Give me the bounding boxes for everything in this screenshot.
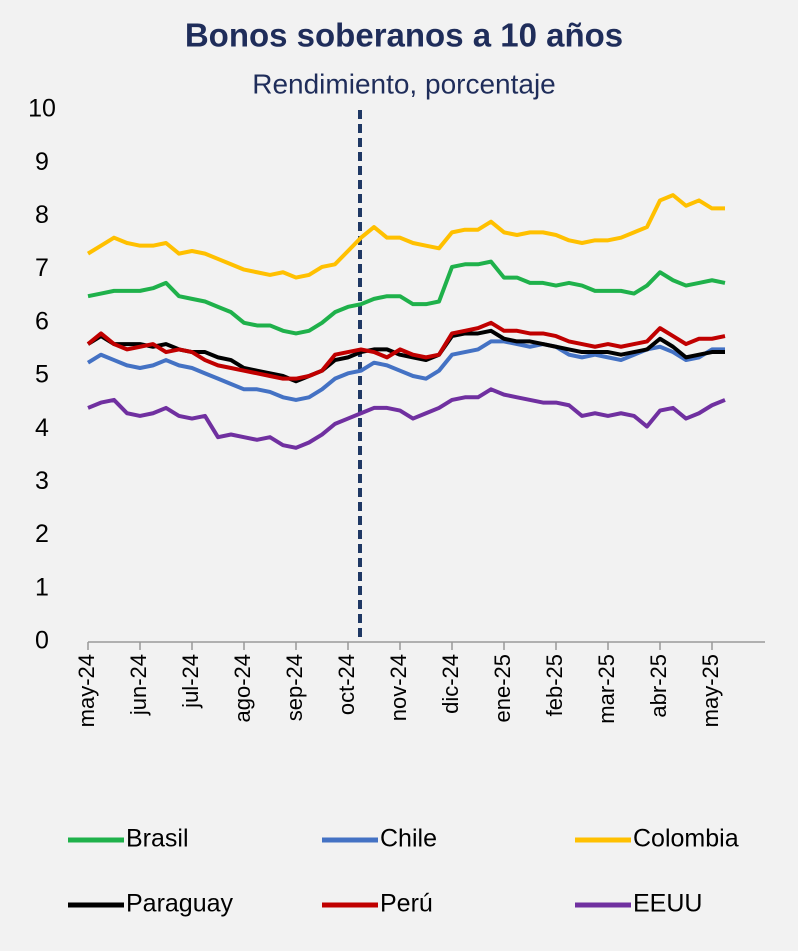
series-line [87, 387, 726, 450]
x-tick-label: oct-24 [334, 654, 359, 715]
y-tick-label: 1 [35, 573, 49, 601]
x-tick-label: ago-24 [230, 654, 255, 723]
x-tick-label: abr-25 [646, 654, 671, 718]
y-tick-label: 10 [28, 95, 56, 123]
y-tick-label: 2 [35, 520, 49, 548]
x-tick-label: sep-24 [282, 654, 307, 721]
series-line [86, 193, 725, 280]
series-line [86, 320, 726, 381]
x-tick-label: nov-24 [386, 654, 411, 721]
y-tick-label: 9 [35, 148, 49, 176]
legend-label: Paraguay [126, 890, 234, 918]
x-tick-label: ene-25 [490, 654, 515, 723]
x-tick-label: may-24 [74, 654, 99, 727]
x-tick-label: dic-24 [438, 654, 463, 714]
x-tick-label: jul-24 [178, 654, 203, 709]
series-line [87, 259, 726, 336]
y-tick-label: 4 [35, 414, 49, 442]
x-tick-label: mar-25 [594, 654, 619, 724]
legend-label: Colombia [633, 825, 739, 853]
y-tick-label: 8 [35, 201, 49, 229]
legend-label: EEUU [633, 890, 702, 918]
y-tick-label: 3 [35, 467, 49, 495]
series-line [86, 339, 725, 402]
y-tick-label: 6 [35, 307, 49, 335]
x-tick-label: may-25 [698, 654, 723, 727]
legend-label: Brasil [126, 825, 189, 853]
chart-title: Bonos soberanos a 10 años [185, 17, 623, 54]
y-tick-label: 5 [35, 361, 49, 389]
chart-subtitle: Rendimiento, porcentaje [252, 68, 556, 99]
legend-label: Perú [380, 890, 433, 918]
y-tick-label: 0 [35, 627, 49, 655]
y-tick-label: 7 [35, 254, 49, 282]
x-tick-label: feb-25 [542, 654, 567, 716]
x-tick-label: jun-24 [126, 654, 151, 716]
legend-label: Chile [380, 825, 437, 853]
